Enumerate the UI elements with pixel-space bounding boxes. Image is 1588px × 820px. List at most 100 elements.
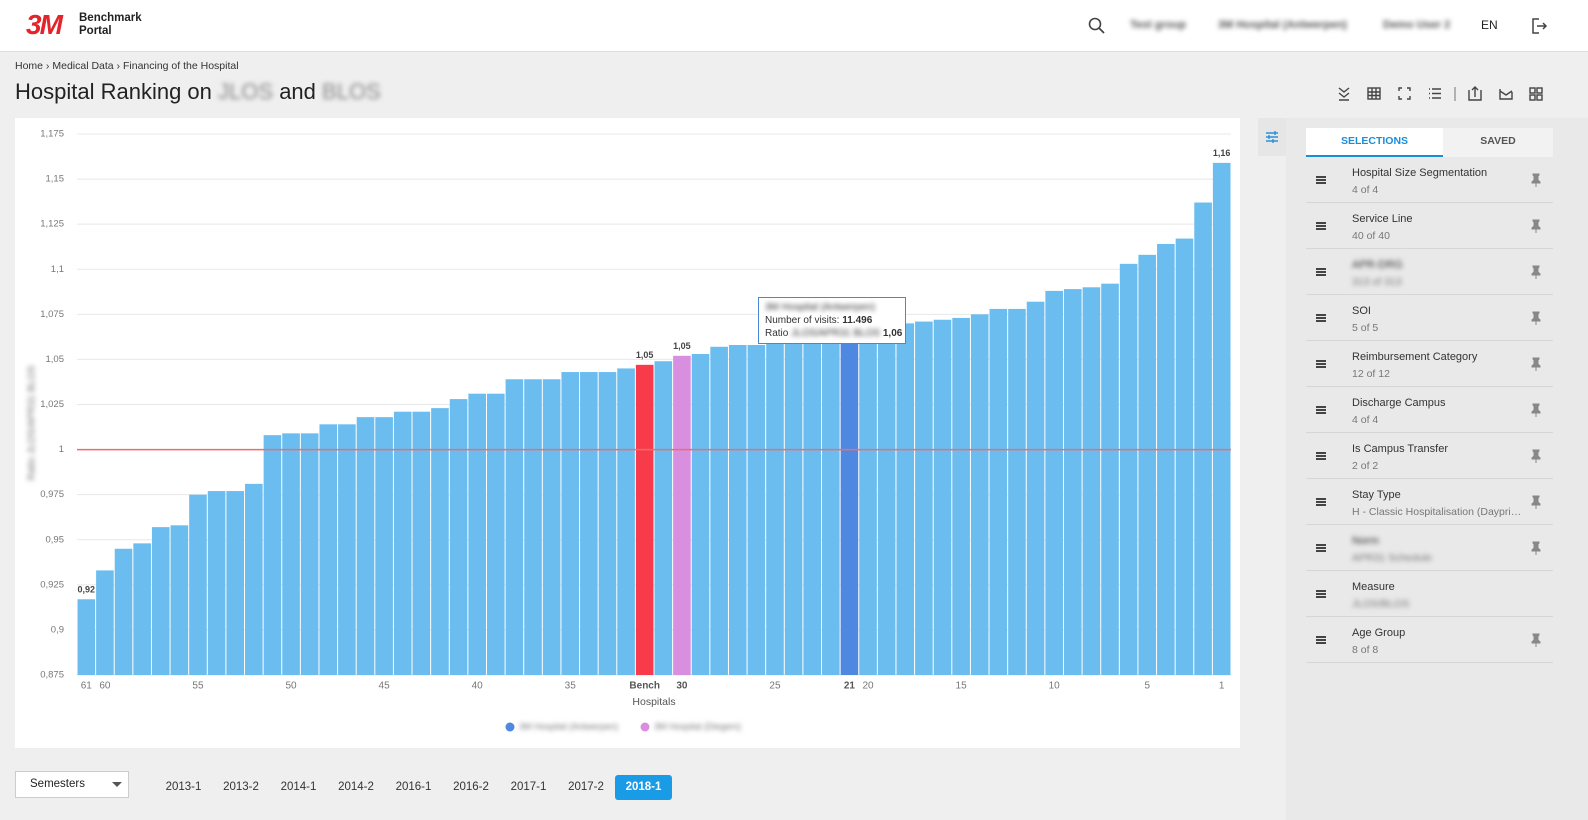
pin-icon[interactable] bbox=[1530, 633, 1542, 647]
crumb[interactable]: Home bbox=[15, 60, 44, 72]
mail-icon[interactable] bbox=[1499, 89, 1513, 100]
title-text: Hospital Ranking on bbox=[15, 79, 212, 104]
selection-item[interactable]: APR-DRG 313 of 313 bbox=[1306, 249, 1553, 295]
table-icon[interactable] bbox=[1367, 87, 1381, 100]
x-tick-label: 61 bbox=[81, 681, 93, 692]
selection-item[interactable]: Stay Type H - Classic Hospitalisation (Da… bbox=[1306, 479, 1553, 525]
x-tick-label: 20 bbox=[862, 681, 874, 692]
y-tick-label: 1,025 bbox=[40, 399, 64, 410]
bar bbox=[263, 435, 282, 675]
logout-icon[interactable] bbox=[1530, 17, 1548, 35]
granularity-dropdown[interactable]: Semesters bbox=[15, 771, 129, 798]
item-name: Age Group bbox=[1352, 627, 1406, 639]
item-name: Stay Type bbox=[1352, 489, 1401, 501]
x-tick-label: 50 bbox=[285, 681, 297, 692]
period-button[interactable]: 2016-1 bbox=[395, 781, 432, 793]
drag-handle bbox=[1316, 498, 1326, 500]
pin-icon[interactable] bbox=[1530, 311, 1542, 325]
drag-handle bbox=[1316, 452, 1326, 454]
selection-item[interactable]: Measure JLOS/BLOS bbox=[1306, 571, 1553, 617]
bar bbox=[896, 323, 915, 675]
tab[interactable]: SAVED bbox=[1443, 128, 1553, 157]
fullscreen-icon[interactable] bbox=[1398, 87, 1411, 100]
bar bbox=[822, 341, 840, 675]
filter-toggle[interactable] bbox=[1258, 118, 1286, 156]
bar bbox=[226, 491, 245, 675]
pin-icon[interactable] bbox=[1530, 403, 1542, 417]
pin-icon[interactable] bbox=[1530, 495, 1542, 509]
selection-item[interactable]: Norm APR31 Schedule bbox=[1306, 525, 1553, 571]
data-label: 1,16 bbox=[1213, 148, 1231, 158]
crumb[interactable]: Medical Data bbox=[52, 60, 114, 72]
x-tick-label: 1 bbox=[1219, 681, 1225, 692]
period-button[interactable]: 2014-1 bbox=[280, 781, 317, 793]
item-name: Measure bbox=[1352, 581, 1395, 593]
selection-item[interactable]: Age Group 8 of 8 bbox=[1306, 617, 1553, 663]
period-button[interactable]: 2013-2 bbox=[223, 781, 259, 793]
selection-item[interactable]: Service Line 40 of 40 bbox=[1306, 203, 1553, 249]
item-value: 8 of 8 bbox=[1352, 644, 1379, 656]
selection-item[interactable]: Hospital Size Segmentation 4 of 4 bbox=[1306, 157, 1553, 203]
brand: Benchmark Portal bbox=[79, 12, 142, 38]
tooltip-row: Number of visits: 11.496 bbox=[765, 314, 905, 327]
bar bbox=[524, 379, 542, 675]
selection-item[interactable]: Discharge Campus 4 of 4 bbox=[1306, 387, 1553, 433]
layout-icon[interactable] bbox=[1529, 87, 1543, 101]
pin-icon[interactable] bbox=[1530, 449, 1542, 463]
bar bbox=[598, 372, 617, 675]
pin-icon[interactable] bbox=[1530, 357, 1542, 371]
item-name: SOI bbox=[1352, 305, 1371, 317]
bar bbox=[1045, 290, 1063, 675]
tooltip: 3M Hospital (Antwerpen) Number of visits… bbox=[758, 297, 906, 344]
period-button[interactable]: 2017-2 bbox=[568, 781, 604, 793]
item-value: 4 of 4 bbox=[1352, 184, 1379, 196]
language[interactable]: EN bbox=[1481, 18, 1498, 32]
x-axis-label: Hospitals bbox=[632, 696, 675, 708]
selection-item[interactable]: SOI 5 of 5 bbox=[1306, 295, 1553, 341]
pin-icon[interactable] bbox=[1530, 541, 1542, 555]
period-button[interactable]: 2016-2 bbox=[453, 781, 489, 793]
selection-item[interactable]: Reimbursement Category 12 of 12 bbox=[1306, 341, 1553, 387]
nav-item[interactable]: 3M Hospital (Antwerpen) bbox=[1218, 19, 1347, 31]
bar bbox=[468, 393, 486, 675]
item-value: APR31 Schedule bbox=[1352, 552, 1432, 564]
search-icon[interactable] bbox=[1088, 17, 1106, 35]
legend-marker bbox=[640, 722, 650, 732]
bar bbox=[915, 321, 933, 675]
pin-icon[interactable] bbox=[1530, 219, 1542, 233]
period-button[interactable]: 2013-1 bbox=[165, 781, 202, 793]
period-button[interactable]: 2018-1 bbox=[615, 775, 672, 800]
item-value: 40 of 40 bbox=[1352, 230, 1390, 242]
x-tick-label: 10 bbox=[1049, 681, 1061, 692]
selection-item[interactable]: Is Campus Transfer 2 of 2 bbox=[1306, 433, 1553, 479]
header: 3M Benchmark Portal Test group 3M Hospita… bbox=[0, 0, 1588, 52]
collapse-icon[interactable] bbox=[1338, 87, 1350, 101]
period-button[interactable]: 2014-2 bbox=[338, 781, 374, 793]
bar bbox=[542, 379, 561, 675]
nav-item[interactable]: Demo User 2 bbox=[1383, 19, 1451, 31]
pin-icon[interactable] bbox=[1530, 173, 1542, 187]
item-value: 4 of 4 bbox=[1352, 414, 1379, 426]
export-icon[interactable] bbox=[1468, 86, 1482, 101]
logo[interactable]: 3M bbox=[26, 9, 63, 40]
drag-handle bbox=[1316, 176, 1326, 178]
tab[interactable]: SELECTIONS bbox=[1306, 128, 1443, 157]
y-tick-label: 1,05 bbox=[46, 354, 65, 365]
drag-handle bbox=[1316, 268, 1326, 270]
legend-label: 3M Hospital (Antwerpen) bbox=[519, 721, 618, 731]
tooltip-value: 11.496 bbox=[842, 315, 873, 326]
list-icon[interactable] bbox=[1429, 88, 1441, 99]
x-tick-label: 35 bbox=[565, 681, 577, 692]
nav-item[interactable]: Test group bbox=[1130, 19, 1187, 31]
x-tick-label: 15 bbox=[956, 681, 968, 692]
bar bbox=[505, 379, 524, 675]
y-axis-label: Ratio JLOS/APR31 BLOS bbox=[27, 365, 38, 480]
title-measure: BLOS bbox=[322, 79, 381, 104]
tooltip-label: Number of visits: bbox=[765, 315, 840, 326]
period-button[interactable]: 2017-1 bbox=[510, 781, 547, 793]
bar bbox=[170, 525, 189, 675]
bar bbox=[691, 354, 710, 675]
pin-icon[interactable] bbox=[1530, 265, 1542, 279]
filter-icon[interactable] bbox=[1258, 118, 1286, 156]
item-value: 12 of 12 bbox=[1352, 368, 1390, 380]
